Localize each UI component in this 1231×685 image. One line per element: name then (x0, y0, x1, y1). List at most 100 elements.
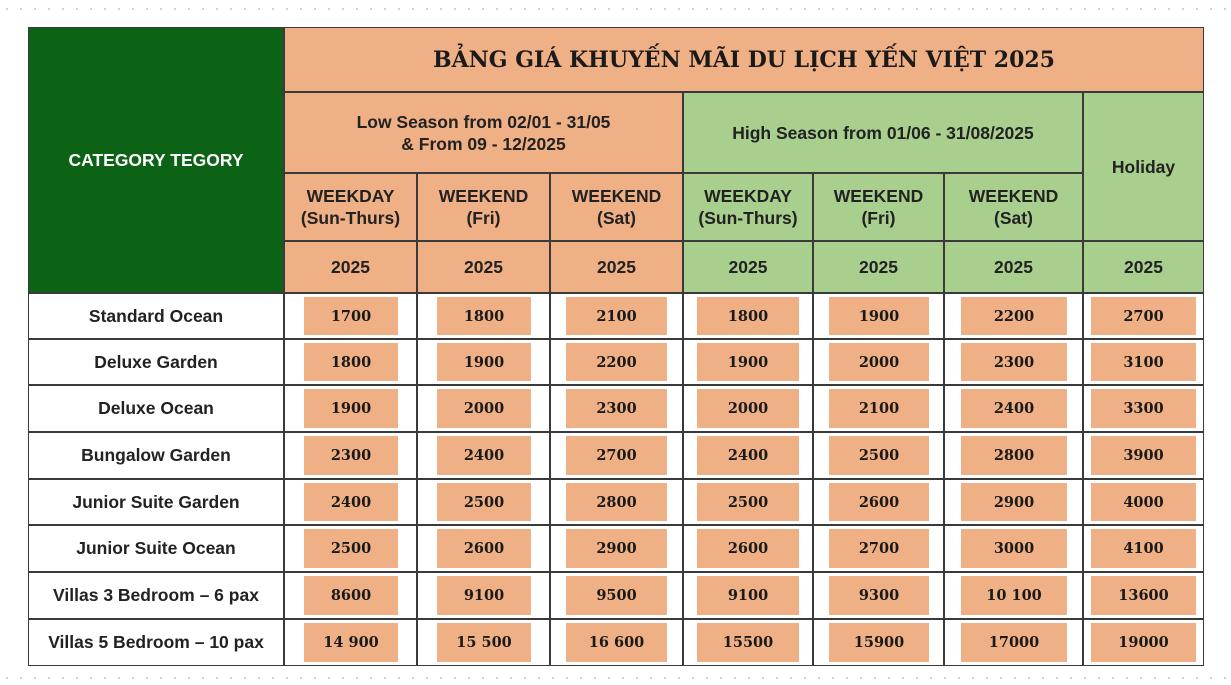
bottom-dotted-border (0, 677, 1231, 679)
period-subheader-line2: (Sun-Thurs) (300, 208, 401, 228)
high-season-header: High Season from 01/06 - 31/08/2025 (683, 92, 1083, 173)
price-value: 2700 (1091, 297, 1196, 335)
period-subheader-line2: (Sun-Thurs) (698, 208, 798, 228)
period-subheader-line1: WEEKEND (438, 186, 529, 206)
price-table: CATEGORY TEGORY BẢNG GIÁ KHUYẾN MÃI DU L… (28, 27, 1204, 666)
price-value: 1900 (829, 297, 929, 335)
price-value: 17000 (961, 623, 1067, 662)
table-title: BẢNG GIÁ KHUYẾN MÃI DU LỊCH YẾN VIỆT 202… (284, 27, 1204, 92)
price-value: 2200 (961, 297, 1067, 335)
period-subheader-line2: (Fri) (466, 208, 501, 228)
price-value: 2300 (304, 436, 398, 475)
table-title-text: BẢNG GIÁ KHUYẾN MÃI DU LỊCH YẾN VIỆT 202… (432, 46, 1055, 73)
price-value: 13600 (1091, 576, 1196, 615)
price-value: 4000 (1091, 483, 1196, 521)
price-value: 15 500 (437, 623, 531, 662)
period-subheader-line1: WEEKEND (833, 186, 924, 206)
price-value: 1800 (304, 343, 398, 381)
price-value: 16 600 (566, 623, 667, 662)
room-category-name: Junior Suite Ocean (28, 525, 284, 572)
period-subheader-line1: WEEKDAY (704, 186, 792, 206)
price-value: 2000 (829, 343, 929, 381)
low-season-line1: Low Season from 02/01 - 31/05 (356, 111, 611, 132)
price-value: 15900 (829, 623, 929, 662)
price-value: 2800 (961, 436, 1067, 475)
period-subheader: WEEKEND (Fri) (417, 173, 550, 241)
price-value: 3300 (1091, 389, 1196, 428)
category-header-text: CATEGORY TEGORY (68, 150, 244, 170)
period-subheader: WEEKEND (Sat) (550, 173, 683, 241)
year-cell: 2025 (417, 241, 550, 293)
price-value: 1800 (697, 297, 799, 335)
price-value: 2600 (437, 529, 531, 568)
price-value: 2300 (961, 343, 1067, 381)
year-cell: 2025 (944, 241, 1083, 293)
price-value: 3900 (1091, 436, 1196, 475)
low-season-header: Low Season from 02/01 - 31/05 & From 09 … (284, 92, 683, 173)
period-subheader-line1: WEEKEND (571, 186, 662, 206)
period-subheader-line2: (Sat) (597, 208, 636, 228)
price-value: 2600 (829, 483, 929, 521)
price-value: 2900 (566, 529, 667, 568)
room-category-name: Junior Suite Garden (28, 479, 284, 525)
price-value: 2300 (566, 389, 667, 428)
price-value: 9100 (697, 576, 799, 615)
year-cell: 2025 (550, 241, 683, 293)
room-category-name: Villas 3 Bedroom – 6 pax (28, 572, 284, 619)
price-value: 1900 (697, 343, 799, 381)
price-value: 3000 (961, 529, 1067, 568)
period-subheader-line2: (Sat) (994, 208, 1033, 228)
period-subheader: WEEKEND (Sat) (944, 173, 1083, 241)
price-value: 2100 (829, 389, 929, 428)
period-subheader: WEEKDAY (Sun-Thurs) (284, 173, 417, 241)
price-value: 15500 (697, 623, 799, 662)
price-value: 1900 (304, 389, 398, 428)
year-cell: 2025 (1083, 241, 1204, 293)
price-value: 2500 (437, 483, 531, 521)
price-value: 2400 (304, 483, 398, 521)
price-value: 2700 (829, 529, 929, 568)
year-cell: 2025 (813, 241, 944, 293)
price-value: 2500 (304, 529, 398, 568)
year-cell: 2025 (284, 241, 417, 293)
price-value: 2400 (697, 436, 799, 475)
room-category-name: Deluxe Garden (28, 339, 284, 385)
price-value: 3100 (1091, 343, 1196, 381)
price-value: 2800 (566, 483, 667, 521)
category-header: CATEGORY TEGORY (28, 27, 284, 293)
price-value: 1700 (304, 297, 398, 335)
price-value: 14 900 (304, 623, 398, 662)
room-category-name: Deluxe Ocean (28, 385, 284, 432)
year-cell: 2025 (683, 241, 813, 293)
holiday-text: Holiday (1111, 156, 1176, 177)
price-value: 2400 (961, 389, 1067, 428)
top-dotted-border (0, 8, 1231, 10)
price-value: 2400 (437, 436, 531, 475)
period-subheader-line1: WEEKDAY (306, 186, 395, 206)
price-value: 2600 (697, 529, 799, 568)
price-value: 2000 (697, 389, 799, 428)
price-value: 8600 (304, 576, 398, 615)
price-value: 9500 (566, 576, 667, 615)
period-subheader: WEEKEND (Fri) (813, 173, 944, 241)
price-value: 1900 (437, 343, 531, 381)
holiday-header: Holiday (1083, 92, 1204, 241)
high-season-text: High Season from 01/06 - 31/08/2025 (732, 122, 1034, 143)
room-category-name: Bungalow Garden (28, 432, 284, 479)
price-value: 2700 (566, 436, 667, 475)
period-subheader: WEEKDAY (Sun-Thurs) (683, 173, 813, 241)
price-value: 19000 (1091, 623, 1196, 662)
price-value: 9100 (437, 576, 531, 615)
price-value: 1800 (437, 297, 531, 335)
price-value: 4100 (1091, 529, 1196, 568)
price-value: 9300 (829, 576, 929, 615)
period-subheader-line2: (Fri) (861, 208, 896, 228)
room-category-name: Villas 5 Bedroom – 10 pax (28, 619, 284, 666)
price-value: 2100 (566, 297, 667, 335)
price-value: 2500 (697, 483, 799, 521)
period-subheader-line1: WEEKEND (968, 186, 1059, 206)
price-value: 2000 (437, 389, 531, 428)
price-value: 2200 (566, 343, 667, 381)
price-value: 2900 (961, 483, 1067, 521)
room-category-name: Standard Ocean (28, 293, 284, 339)
